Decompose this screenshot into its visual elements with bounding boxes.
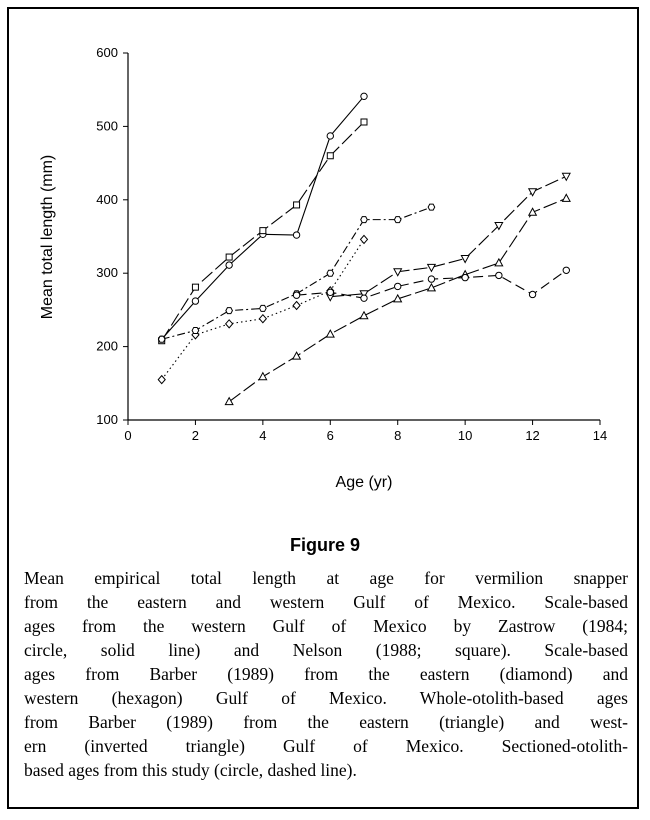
point xyxy=(258,371,268,381)
point xyxy=(527,188,538,197)
point xyxy=(427,203,436,211)
point xyxy=(291,351,302,360)
caption-line: ages from the western Gulf of Mexico by … xyxy=(24,616,628,636)
point xyxy=(394,282,402,291)
caption-line: circle, solid line) and Nelson (1988; sq… xyxy=(24,640,628,660)
caption-line: Mean empirical total length at age for v… xyxy=(24,568,628,588)
point xyxy=(426,263,437,273)
x-tick-label: 4 xyxy=(259,428,266,443)
point xyxy=(360,216,368,224)
point xyxy=(225,307,234,315)
point xyxy=(225,253,233,261)
point xyxy=(393,293,403,303)
caption-line: based ages from this study (circle, dash… xyxy=(24,760,357,780)
point xyxy=(528,290,537,299)
figure-label: Figure 9 xyxy=(289,535,360,555)
point xyxy=(561,193,571,202)
point xyxy=(191,283,199,291)
point xyxy=(326,132,334,140)
caption: Mean empirical total length at age for v… xyxy=(24,566,628,782)
y-tick-label: 600 xyxy=(96,45,118,60)
point xyxy=(326,152,334,160)
point xyxy=(326,288,334,296)
point xyxy=(157,374,166,385)
caption-line: ern (inverted triangle) Gulf of Mexico. … xyxy=(24,736,628,756)
y-axis-label: Mean total length (mm) xyxy=(39,155,56,320)
point xyxy=(461,273,469,282)
series xyxy=(158,92,368,343)
point xyxy=(427,275,436,283)
series xyxy=(325,172,571,302)
x-axis-label: Age (yr) xyxy=(336,474,393,491)
point xyxy=(562,266,570,274)
point xyxy=(393,216,402,224)
series-line xyxy=(228,197,567,403)
x-tick-label: 12 xyxy=(525,428,539,443)
point xyxy=(258,304,267,312)
x-tick-label: 10 xyxy=(458,428,472,443)
x-tick-label: 0 xyxy=(124,428,131,443)
point xyxy=(292,291,301,299)
caption-line: from the eastern and western Gulf of Mex… xyxy=(24,592,628,612)
series-line xyxy=(161,95,365,340)
y-tick-label: 300 xyxy=(96,265,118,280)
point xyxy=(426,282,437,292)
x-tick-label: 2 xyxy=(192,428,199,443)
point xyxy=(360,294,368,302)
point xyxy=(494,221,504,231)
y-tick-label: 500 xyxy=(96,118,118,133)
point xyxy=(326,269,335,277)
point xyxy=(258,313,268,324)
point xyxy=(191,326,200,334)
point xyxy=(359,234,369,245)
point xyxy=(191,297,200,305)
point xyxy=(495,271,503,280)
point xyxy=(527,207,538,216)
caption-line: western (hexagon) Gulf of Mexico. Whole-… xyxy=(24,688,628,708)
point xyxy=(325,329,335,338)
point xyxy=(360,118,368,126)
series xyxy=(292,266,570,302)
caption-line: ages from Barber (1989) from the eastern… xyxy=(24,664,628,684)
caption-line: from Barber (1989) from the eastern (tri… xyxy=(24,712,628,732)
y-tick-label: 400 xyxy=(96,192,118,207)
series-line xyxy=(161,206,432,340)
point xyxy=(359,310,369,320)
series xyxy=(224,193,571,406)
point xyxy=(224,396,234,406)
point xyxy=(157,335,166,343)
x-tick-label: 14 xyxy=(593,428,607,443)
x-tick-label: 6 xyxy=(327,428,334,443)
y-tick-label: 200 xyxy=(96,339,118,354)
figure-border xyxy=(7,7,639,809)
point xyxy=(561,172,571,182)
y-tick-label: 100 xyxy=(96,412,118,427)
point xyxy=(292,300,301,311)
point xyxy=(293,201,301,209)
point xyxy=(494,257,504,267)
point xyxy=(225,261,233,269)
point xyxy=(292,231,301,239)
x-tick-label: 8 xyxy=(394,428,401,443)
point xyxy=(460,255,470,264)
point xyxy=(393,268,403,277)
point xyxy=(259,227,267,235)
series xyxy=(157,203,436,343)
point xyxy=(359,290,369,299)
point xyxy=(360,92,368,101)
series-line xyxy=(330,175,567,298)
chart: Age (yr) Mean total length (mm) 10020030… xyxy=(39,45,607,491)
point xyxy=(224,319,234,329)
